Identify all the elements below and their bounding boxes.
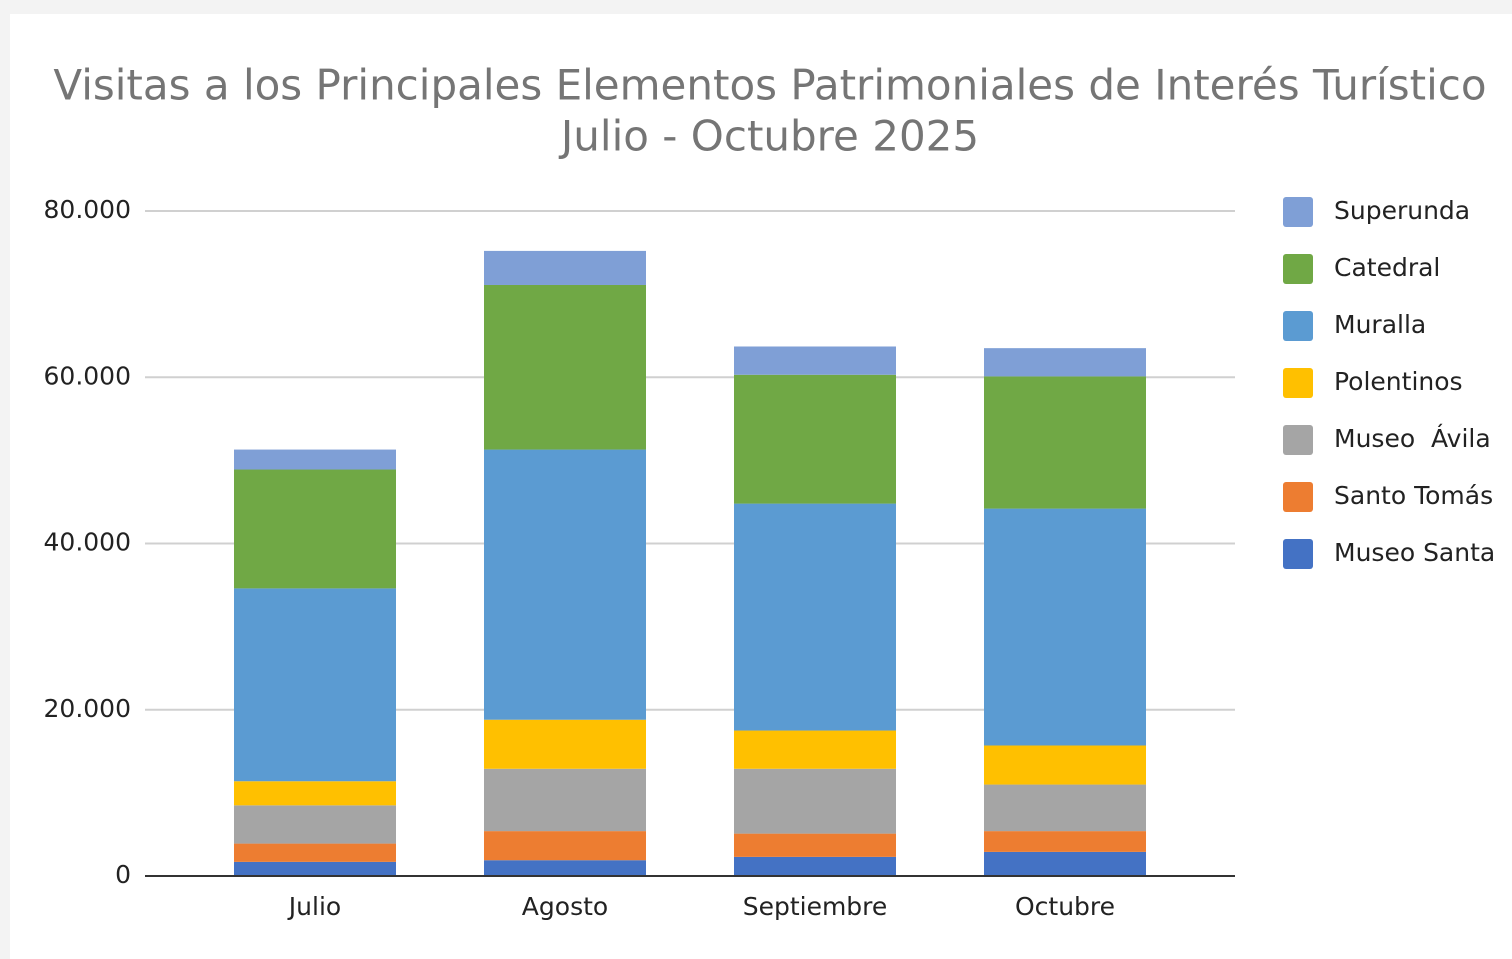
y-tick-label: 0 [115, 860, 131, 889]
legend-label: Superunda [1334, 196, 1470, 225]
legend-swatch [1283, 254, 1313, 284]
legend-label: Museo Ávila [1334, 424, 1491, 453]
x-tick-label: Julio [287, 892, 341, 921]
bar-segment [984, 348, 1146, 377]
chart-title: Visitas a los Principales Elementos Patr… [53, 61, 1486, 110]
y-tick-label: 20.000 [44, 694, 131, 723]
legend-swatch [1283, 368, 1313, 398]
bar-segment [484, 719, 646, 769]
bar-segment [984, 508, 1146, 746]
bar-segment [734, 833, 896, 857]
x-tick-label: Agosto [522, 892, 608, 921]
bar-segment [484, 250, 646, 285]
bar-segment [234, 843, 396, 862]
bar-segment [234, 469, 396, 589]
bar-segment [484, 284, 646, 450]
legend-swatch [1283, 311, 1313, 341]
legend-swatch [1283, 197, 1313, 227]
bar-segment [734, 346, 896, 375]
legend-label: Catedral [1334, 253, 1440, 282]
bar-segment [484, 768, 646, 832]
legend-swatch [1283, 482, 1313, 512]
bar-segment [234, 449, 396, 470]
bar-segment [984, 784, 1146, 832]
legend-swatch [1283, 425, 1313, 455]
y-tick-label: 60.000 [44, 361, 131, 390]
bar-segment [484, 860, 646, 876]
legend-label: Museo Santa [1334, 538, 1495, 567]
bar-segment [234, 861, 396, 876]
bar-segment [234, 588, 396, 782]
bar-segment [734, 856, 896, 876]
bar-segment [734, 730, 896, 769]
bar-segment [484, 449, 646, 720]
bar-segment [484, 831, 646, 861]
bar-segment [984, 851, 1146, 876]
bar-segment [734, 374, 896, 504]
bar-segment [984, 745, 1146, 785]
bar-segment [234, 781, 396, 806]
bar-segment [984, 376, 1146, 509]
x-tick-label: Septiembre [743, 892, 888, 921]
legend-swatch [1283, 539, 1313, 569]
legend-label: Polentinos [1334, 367, 1463, 396]
legend-label: Santo Tomás [1334, 481, 1493, 510]
y-tick-label: 40.000 [44, 528, 131, 557]
bar-segment [734, 768, 896, 834]
y-tick-label: 80.000 [44, 195, 131, 224]
x-tick-label: Octubre [1015, 892, 1115, 921]
bar-segment [234, 805, 396, 844]
bar-segment [734, 503, 896, 731]
legend-label: Muralla [1334, 310, 1426, 339]
bar-segment [984, 831, 1146, 852]
chart-subtitle: Julio - Octubre 2025 [558, 112, 979, 161]
